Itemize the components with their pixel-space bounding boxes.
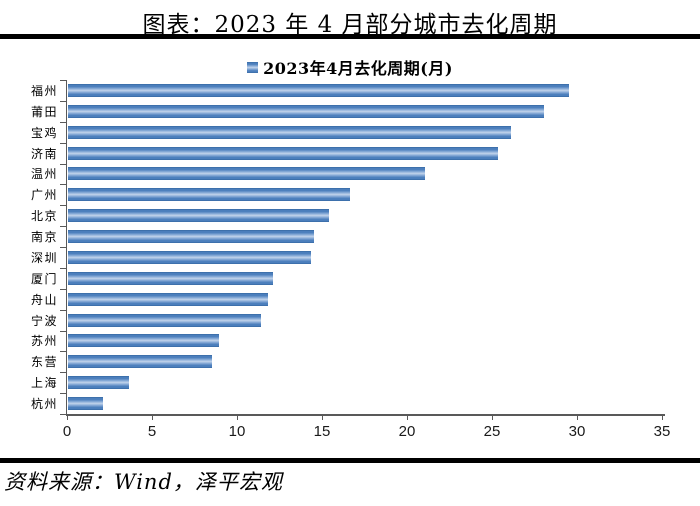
x-axis-tick-label: 25 [483, 423, 501, 440]
category-label: 北京 [30, 209, 58, 224]
y-axis-tick [60, 414, 66, 415]
title-divider-rule [0, 34, 700, 39]
chart-legend: 2023年4月去化周期(月) [0, 55, 700, 79]
category-label: 济南 [30, 146, 58, 161]
bar [67, 292, 269, 306]
y-axis-tick [60, 80, 66, 81]
x-axis-tick [67, 415, 68, 420]
x-axis-tick [492, 415, 493, 420]
chart-title: 图表：2023 年 4 月部分城市去化周期 [142, 12, 558, 38]
category-label: 广州 [30, 188, 58, 203]
category-label: 温州 [30, 167, 58, 182]
y-axis-tick [60, 163, 66, 165]
legend-series-label: 2023年4月去化周期(月) [263, 59, 453, 78]
category-label: 东营 [30, 355, 58, 370]
x-axis-tick-label: 30 [568, 423, 586, 440]
x-axis-tick [322, 415, 323, 420]
category-label: 厦门 [30, 271, 58, 286]
bar [67, 355, 212, 369]
bar [67, 376, 129, 390]
y-axis-tick [60, 372, 66, 374]
data-source-note: 资料来源：Wind，泽平宏观 [4, 470, 283, 494]
bar [67, 146, 498, 160]
bar [67, 104, 544, 118]
y-axis-tick [60, 205, 66, 207]
y-axis-tick [60, 184, 66, 186]
bar [67, 397, 104, 411]
x-axis-tick-label: 20 [398, 423, 416, 440]
y-axis-tick [60, 226, 66, 228]
y-axis-tick [60, 330, 66, 332]
x-axis-tick-label: 10 [228, 423, 246, 440]
bar [67, 271, 274, 285]
category-label: 杭州 [30, 397, 58, 412]
x-axis-line [65, 414, 665, 416]
category-label: 宝鸡 [30, 125, 58, 140]
y-axis-tick [60, 351, 66, 353]
bar [67, 334, 219, 348]
y-axis-tick [60, 121, 66, 123]
category-label: 深圳 [30, 250, 58, 265]
x-axis-tick-label: 0 [62, 423, 72, 440]
x-axis-tick-label: 15 [313, 423, 331, 440]
y-axis-tick [60, 247, 66, 248]
category-label: 苏州 [30, 334, 58, 349]
x-axis-tick-label: 35 [653, 423, 671, 440]
x-axis-tick [152, 415, 153, 420]
y-axis-tick [60, 309, 66, 311]
x-axis-tick [407, 415, 408, 420]
category-label: 宁波 [30, 313, 58, 328]
x-axis-tick-label: 5 [147, 423, 157, 440]
bar [67, 125, 512, 139]
category-label: 莆田 [30, 104, 58, 119]
bar [67, 230, 314, 244]
footer-divider-rule [0, 458, 700, 463]
x-axis-tick [577, 415, 578, 420]
x-axis-tick [237, 415, 238, 420]
y-axis-tick [60, 100, 66, 102]
y-axis-tick [60, 267, 66, 269]
y-axis-tick [60, 142, 66, 144]
bar [67, 167, 425, 181]
y-axis-tick [60, 393, 66, 395]
category-label: 舟山 [30, 292, 58, 307]
category-label: 福州 [30, 83, 58, 98]
bar [67, 250, 311, 264]
bar [67, 188, 350, 202]
y-axis-line [65, 80, 67, 416]
bar [67, 313, 262, 327]
x-axis-tick [662, 415, 663, 420]
y-axis-tick [60, 288, 66, 290]
category-label: 南京 [30, 230, 58, 245]
legend-series-swatch-icon [247, 62, 259, 73]
bar [67, 209, 330, 223]
category-label: 上海 [30, 376, 58, 391]
bar [67, 83, 569, 97]
